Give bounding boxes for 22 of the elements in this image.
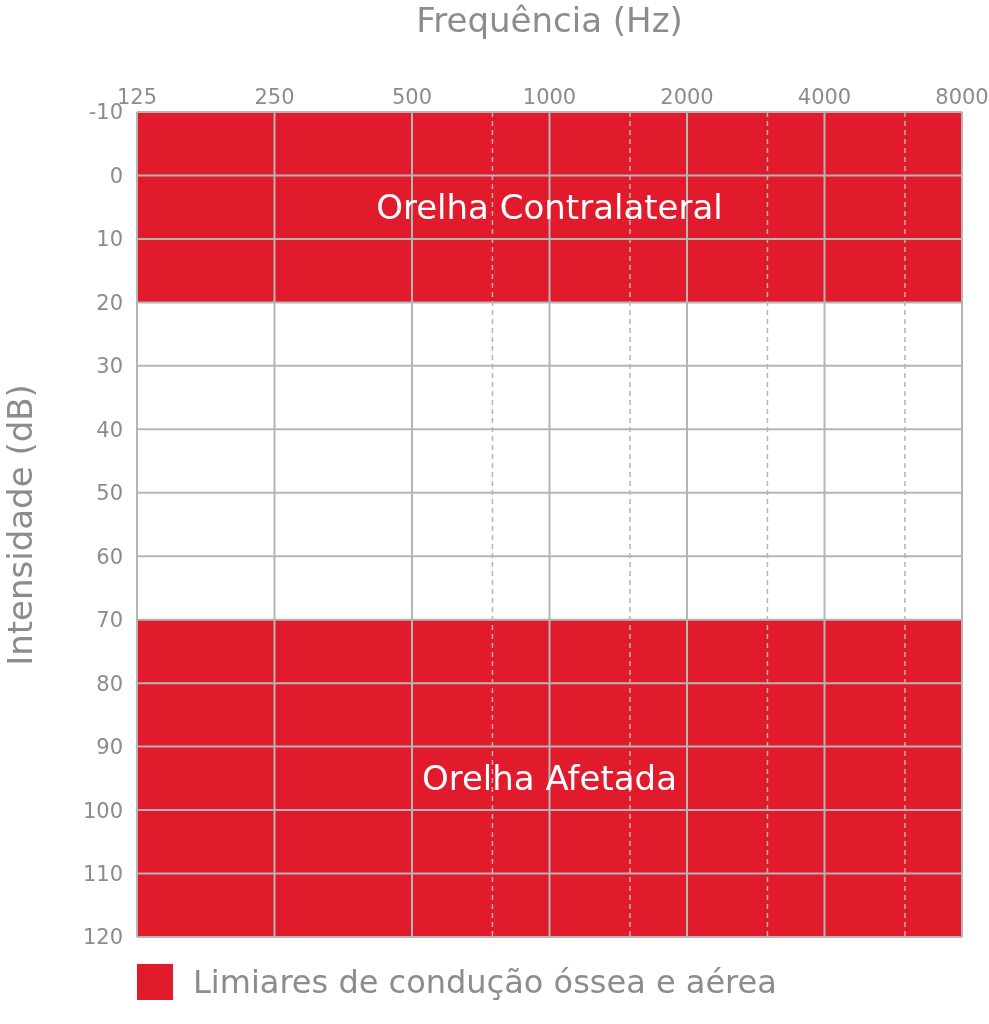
- y-tick-label: 90: [96, 735, 123, 760]
- y-axis-title: Intensidade (dB): [0, 383, 41, 666]
- y-tick-label: 50: [96, 481, 123, 506]
- x-tick-label: 8000: [935, 85, 989, 109]
- y-tick-label: 60: [96, 544, 123, 569]
- x-tick-label: 2000: [660, 85, 714, 109]
- y-tick-label: 0: [109, 163, 123, 188]
- y-tick-label: 70: [96, 608, 123, 633]
- x-tick-label: 4000: [797, 85, 852, 109]
- y-tick-label: 110: [82, 861, 123, 886]
- text: Limiares de condução óssea e aérea: [193, 963, 777, 1001]
- y-tick-label: 20: [96, 290, 123, 315]
- x-tick-label: 500: [391, 85, 433, 109]
- x-tick-label: 1000: [522, 85, 577, 109]
- y-tick-label: 10: [96, 227, 123, 252]
- y-tick-label: 30: [96, 354, 123, 379]
- x-axis-title: Frequência (Hz): [415, 0, 684, 40]
- x-tick-label: 250: [254, 85, 295, 109]
- y-tick-label: 40: [96, 417, 123, 442]
- y-tick-label: 120: [82, 925, 123, 950]
- y-tick-label: 80: [96, 671, 123, 696]
- y-tick-label: 100: [82, 798, 123, 823]
